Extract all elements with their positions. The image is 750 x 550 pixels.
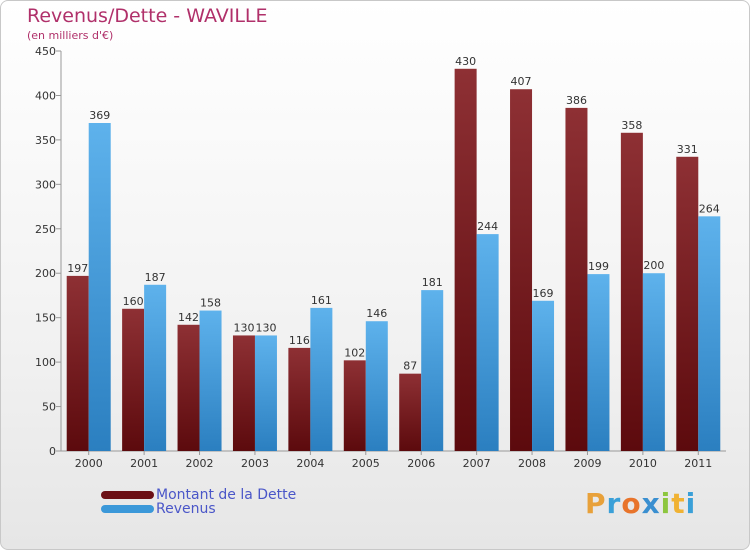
data-label-debt: 386	[566, 94, 587, 107]
y-tick-label: 450	[35, 45, 56, 58]
bar-debt	[288, 347, 311, 451]
y-tick-label: 100	[35, 356, 56, 369]
data-label-revenue: 200	[643, 259, 664, 272]
x-tick-label: 2005	[352, 457, 380, 470]
y-tick-label: 200	[35, 267, 56, 280]
data-label-debt: 358	[621, 119, 642, 132]
x-tick-label: 2010	[629, 457, 657, 470]
bar-debt	[399, 373, 422, 451]
bar-debt	[177, 324, 200, 451]
axes: 0 50 100 150 200 250 300 350 400 450 2000 2001 2002 2…	[35, 45, 726, 470]
proxiti-logo: Proxiti	[585, 487, 696, 520]
x-tick-label: 2000	[75, 457, 103, 470]
x-tick-label: 2001	[130, 457, 158, 470]
x-tick-label: 2008	[518, 457, 546, 470]
y-tick-label: 0	[49, 445, 56, 458]
data-label-revenue: 169	[533, 287, 554, 300]
x-tick-label: 2004	[296, 457, 324, 470]
y-tick-label: 150	[35, 312, 56, 325]
bar-debt	[232, 335, 255, 451]
data-label-debt: 87	[403, 360, 417, 373]
data-label-revenue: 146	[366, 307, 387, 320]
data-label-debt: 130	[233, 321, 254, 334]
x-tick-label: 2011	[684, 457, 712, 470]
y-tick-label: 350	[35, 134, 56, 147]
data-label-debt: 197	[67, 262, 88, 275]
data-label-revenue: 187	[145, 271, 166, 284]
bar-revenue	[365, 321, 388, 451]
bar-revenue	[476, 234, 499, 451]
legend-label-revenue: Revenus	[156, 501, 216, 517]
legend-swatch-revenue	[101, 505, 154, 513]
logo-letter: t	[671, 487, 686, 520]
x-tick-label: 2006	[407, 457, 435, 470]
bar-revenue	[587, 274, 610, 451]
data-label-debt: 331	[677, 143, 698, 156]
data-label-revenue: 369	[89, 109, 110, 122]
data-label-revenue: 161	[311, 294, 332, 307]
logo-letter: i	[660, 487, 672, 520]
data-label-debt: 102	[344, 346, 365, 359]
data-label-revenue: 264	[699, 202, 720, 215]
data-label-revenue: 158	[200, 297, 221, 310]
bar-debt	[122, 308, 145, 451]
bar-debt	[343, 360, 366, 451]
bar-debt	[510, 89, 533, 451]
bar-revenue	[421, 290, 444, 451]
data-label-debt: 142	[178, 311, 199, 324]
y-tick-label: 400	[35, 89, 56, 102]
bar-debt	[565, 107, 588, 451]
data-label-revenue: 244	[477, 220, 498, 233]
legend-swatch-debt	[101, 491, 154, 499]
y-tick-label: 300	[35, 178, 56, 191]
bar-revenue	[698, 216, 721, 451]
data-label-debt: 430	[455, 55, 476, 68]
bar-debt	[676, 156, 699, 451]
logo-letter: r	[606, 487, 622, 520]
data-label-debt: 160	[123, 295, 144, 308]
bar-debt	[620, 132, 643, 451]
x-tick-label: 2009	[573, 457, 601, 470]
logo-letter: P	[585, 487, 607, 520]
data-label-debt: 407	[511, 75, 532, 88]
logo-letter: o	[621, 487, 642, 520]
y-tick-label: 50	[42, 401, 56, 414]
bar-revenue	[642, 273, 665, 451]
x-tick-label: 2002	[186, 457, 214, 470]
data-label-revenue: 130	[255, 321, 276, 334]
data-label-debt: 116	[289, 334, 310, 347]
data-label-revenue: 181	[422, 276, 443, 289]
bar-debt	[66, 275, 89, 451]
bar-revenue	[88, 123, 111, 451]
bar-revenue	[310, 307, 333, 451]
data-label-revenue: 199	[588, 260, 609, 273]
bar-revenue	[532, 300, 555, 451]
bar-revenue	[199, 310, 222, 451]
chart-subtitle: (en milliers d'€)	[27, 29, 114, 42]
y-tick-label: 250	[35, 223, 56, 236]
legend-label-debt: Montant de la Dette	[156, 487, 297, 503]
x-tick-label: 2007	[463, 457, 491, 470]
chart-title: Revenus/Dette - WAVILLE	[27, 5, 268, 27]
bar-revenue	[254, 335, 277, 451]
bar-revenue	[144, 284, 167, 451]
logo-letter: x	[641, 487, 661, 520]
bar-debt	[454, 68, 477, 452]
x-tick-label: 2003	[241, 457, 269, 470]
logo-letter: i	[685, 487, 697, 520]
